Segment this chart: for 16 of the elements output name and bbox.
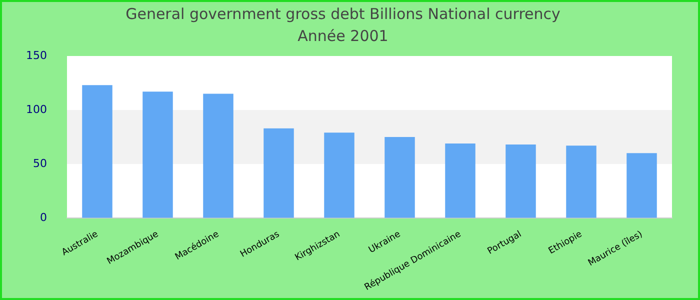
y-tick-label: 0 bbox=[40, 210, 47, 224]
bar bbox=[566, 146, 596, 218]
bar bbox=[203, 94, 234, 218]
y-tick-label: 50 bbox=[32, 156, 47, 170]
y-tick-label: 150 bbox=[26, 48, 47, 62]
bar bbox=[82, 85, 112, 218]
bar bbox=[445, 143, 476, 218]
bar bbox=[384, 136, 415, 218]
bar bbox=[626, 153, 657, 218]
chart-title: General government gross debt Billions National currency bbox=[126, 4, 561, 23]
y-tick-label: 100 bbox=[26, 102, 47, 116]
chart-subtitle: Année 2001 bbox=[298, 26, 388, 45]
bar bbox=[506, 144, 536, 218]
bar bbox=[324, 132, 354, 218]
bar bbox=[142, 92, 173, 218]
bar bbox=[264, 128, 294, 218]
